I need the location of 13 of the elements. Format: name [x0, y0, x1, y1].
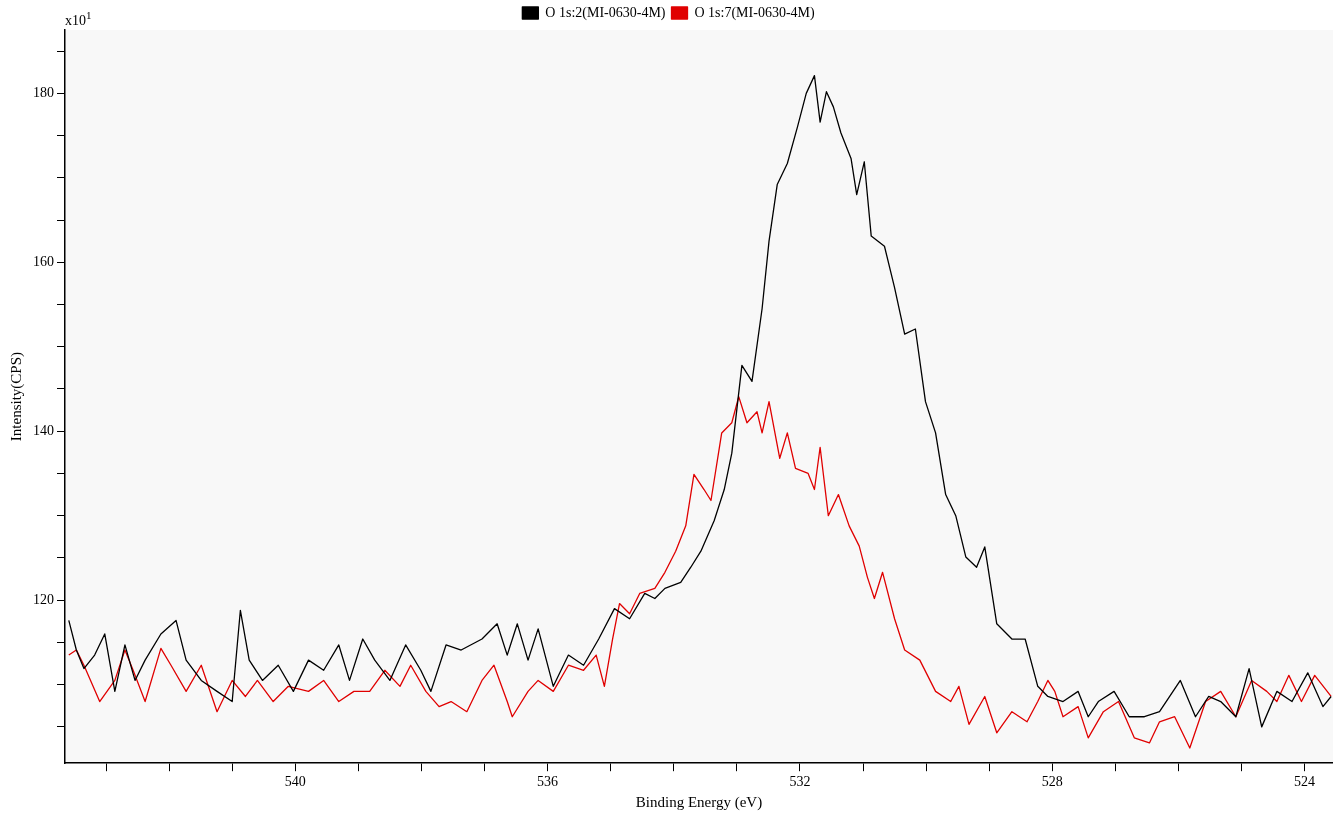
x-tick-label: 528 — [1041, 774, 1063, 790]
x-axis-title: Binding Energy (eV) — [635, 793, 763, 811]
y-tick-label: 160 — [33, 253, 54, 269]
x-tick-label: 540 — [284, 774, 306, 790]
legend-label: O 1s:7(MI-0630-4M) — [694, 4, 815, 21]
x-tick-label: 524 — [1294, 774, 1316, 790]
y-axis-title: Intensity(CPS) — [7, 352, 25, 442]
legend-label: O 1s:2(MI-0630-4M) — [545, 4, 666, 21]
y-tick-label: 120 — [33, 591, 54, 607]
x-tick-label: 532 — [789, 774, 811, 790]
y-tick-label: 180 — [33, 85, 54, 101]
x-tick-label: 536 — [537, 774, 559, 790]
y-tick-label: 140 — [33, 422, 54, 438]
